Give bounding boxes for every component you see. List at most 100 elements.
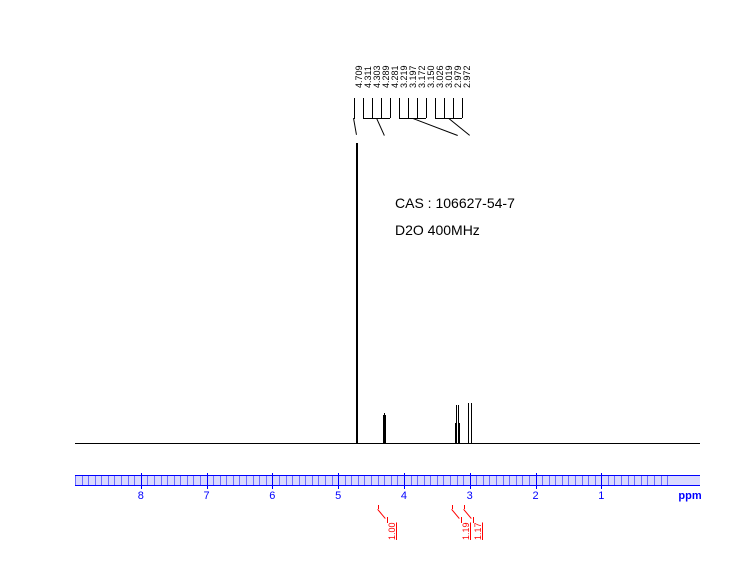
- integral-value-label: 1.17: [473, 522, 483, 540]
- axis-unit-label: ppm: [670, 490, 710, 502]
- peak-tree-stub: [462, 98, 463, 118]
- axis-minor-tick: [200, 475, 201, 485]
- axis-minor-tick: [483, 475, 484, 485]
- axis-minor-tick: [562, 475, 563, 485]
- axis-minor-tick: [595, 475, 596, 485]
- axis-minor-tick: [266, 475, 267, 485]
- integral-curve: [378, 505, 379, 509]
- axis-minor-tick: [529, 475, 530, 485]
- axis-minor-tick: [154, 475, 155, 485]
- axis-minor-tick: [384, 475, 385, 485]
- axis-minor-tick: [430, 475, 431, 485]
- axis-minor-tick: [476, 475, 477, 485]
- spectrum-peak: [356, 143, 358, 443]
- integral-value-label: 1.00: [387, 522, 397, 540]
- peak-tree-drop: [376, 118, 385, 135]
- axis-minor-tick: [114, 475, 115, 485]
- integral-curve: [451, 509, 459, 519]
- axis-minor-tick: [568, 475, 569, 485]
- axis-minor-tick: [411, 475, 412, 485]
- axis-minor-tick: [299, 475, 300, 485]
- axis-major-tick: [404, 473, 405, 489]
- axis-minor-tick: [279, 475, 280, 485]
- axis-minor-tick: [516, 475, 517, 485]
- axis-minor-tick: [147, 475, 148, 485]
- peak-tree-stub: [444, 98, 445, 118]
- axis-minor-tick: [641, 475, 642, 485]
- axis-minor-tick: [312, 475, 313, 485]
- axis-tick-label: 4: [396, 490, 412, 502]
- axis-minor-tick: [457, 475, 458, 485]
- axis-tick-label: 1: [593, 490, 609, 502]
- axis-major-tick: [338, 473, 339, 489]
- axis-minor-tick: [654, 475, 655, 485]
- axis-minor-tick: [364, 475, 365, 485]
- axis-minor-tick: [621, 475, 622, 485]
- axis-minor-tick: [608, 475, 609, 485]
- axis-tick-label: 3: [462, 490, 478, 502]
- axis-minor-tick: [233, 475, 234, 485]
- axis-major-tick: [272, 473, 273, 489]
- spectrum-peak: [471, 418, 472, 443]
- axis-minor-tick: [496, 475, 497, 485]
- axis-tick-label: 5: [330, 490, 346, 502]
- axis-minor-tick: [305, 475, 306, 485]
- peak-tree-drop: [353, 118, 357, 135]
- axis-minor-tick: [647, 475, 648, 485]
- axis-major-tick: [470, 473, 471, 489]
- peak-tree-stub: [372, 98, 373, 118]
- axis-minor-tick: [187, 475, 188, 485]
- peak-tree-stub: [399, 98, 400, 118]
- axis-minor-tick: [95, 475, 96, 485]
- axis-minor-tick: [614, 475, 615, 485]
- axis-minor-tick: [634, 475, 635, 485]
- axis-major-tick: [141, 473, 142, 489]
- integral-curve: [378, 509, 386, 519]
- spectrum-peak: [385, 415, 386, 443]
- peak-tree-stub: [426, 98, 427, 118]
- axis-major-tick: [601, 473, 602, 489]
- peak-tree-stub: [390, 98, 391, 118]
- axis-minor-tick: [450, 475, 451, 485]
- axis-tick-label: 2: [528, 490, 544, 502]
- cas-annotation: CAS : 106627-54-7: [395, 195, 515, 211]
- axis-minor-tick: [378, 475, 379, 485]
- peak-tree-stub: [381, 98, 382, 118]
- axis-minor-tick: [121, 475, 122, 485]
- axis-minor-tick: [259, 475, 260, 485]
- axis-minor-tick: [582, 475, 583, 485]
- ppm-axis-bar: [75, 475, 700, 485]
- baseline: [75, 443, 700, 444]
- axis-minor-tick: [101, 475, 102, 485]
- axis-minor-tick: [391, 475, 392, 485]
- axis-minor-tick: [443, 475, 444, 485]
- axis-minor-tick: [167, 475, 168, 485]
- axis-minor-tick: [345, 475, 346, 485]
- peak-ppm-label: 2.972: [462, 65, 472, 88]
- axis-minor-tick: [417, 475, 418, 485]
- axis-minor-tick: [226, 475, 227, 485]
- axis-minor-tick: [286, 475, 287, 485]
- axis-minor-tick: [318, 475, 319, 485]
- axis-minor-tick: [82, 475, 83, 485]
- axis-tick-label: 8: [133, 490, 149, 502]
- spectrum-peak: [459, 423, 460, 443]
- integral-value-label: 1.19: [461, 522, 471, 540]
- axis-tick-label: 6: [264, 490, 280, 502]
- axis-minor-tick: [522, 475, 523, 485]
- axis-minor-tick: [246, 475, 247, 485]
- axis-minor-tick: [667, 475, 668, 485]
- axis-minor-tick: [575, 475, 576, 485]
- axis-minor-tick: [509, 475, 510, 485]
- peak-tree-stub: [417, 98, 418, 118]
- axis-major-tick: [207, 473, 208, 489]
- axis-minor-tick: [193, 475, 194, 485]
- axis-minor-tick: [371, 475, 372, 485]
- axis-border: [75, 475, 700, 476]
- axis-minor-tick: [588, 475, 589, 485]
- axis-minor-tick: [503, 475, 504, 485]
- integral-curve: [463, 509, 471, 519]
- axis-minor-tick: [134, 475, 135, 485]
- axis-minor-tick: [661, 475, 662, 485]
- axis-minor-tick: [358, 475, 359, 485]
